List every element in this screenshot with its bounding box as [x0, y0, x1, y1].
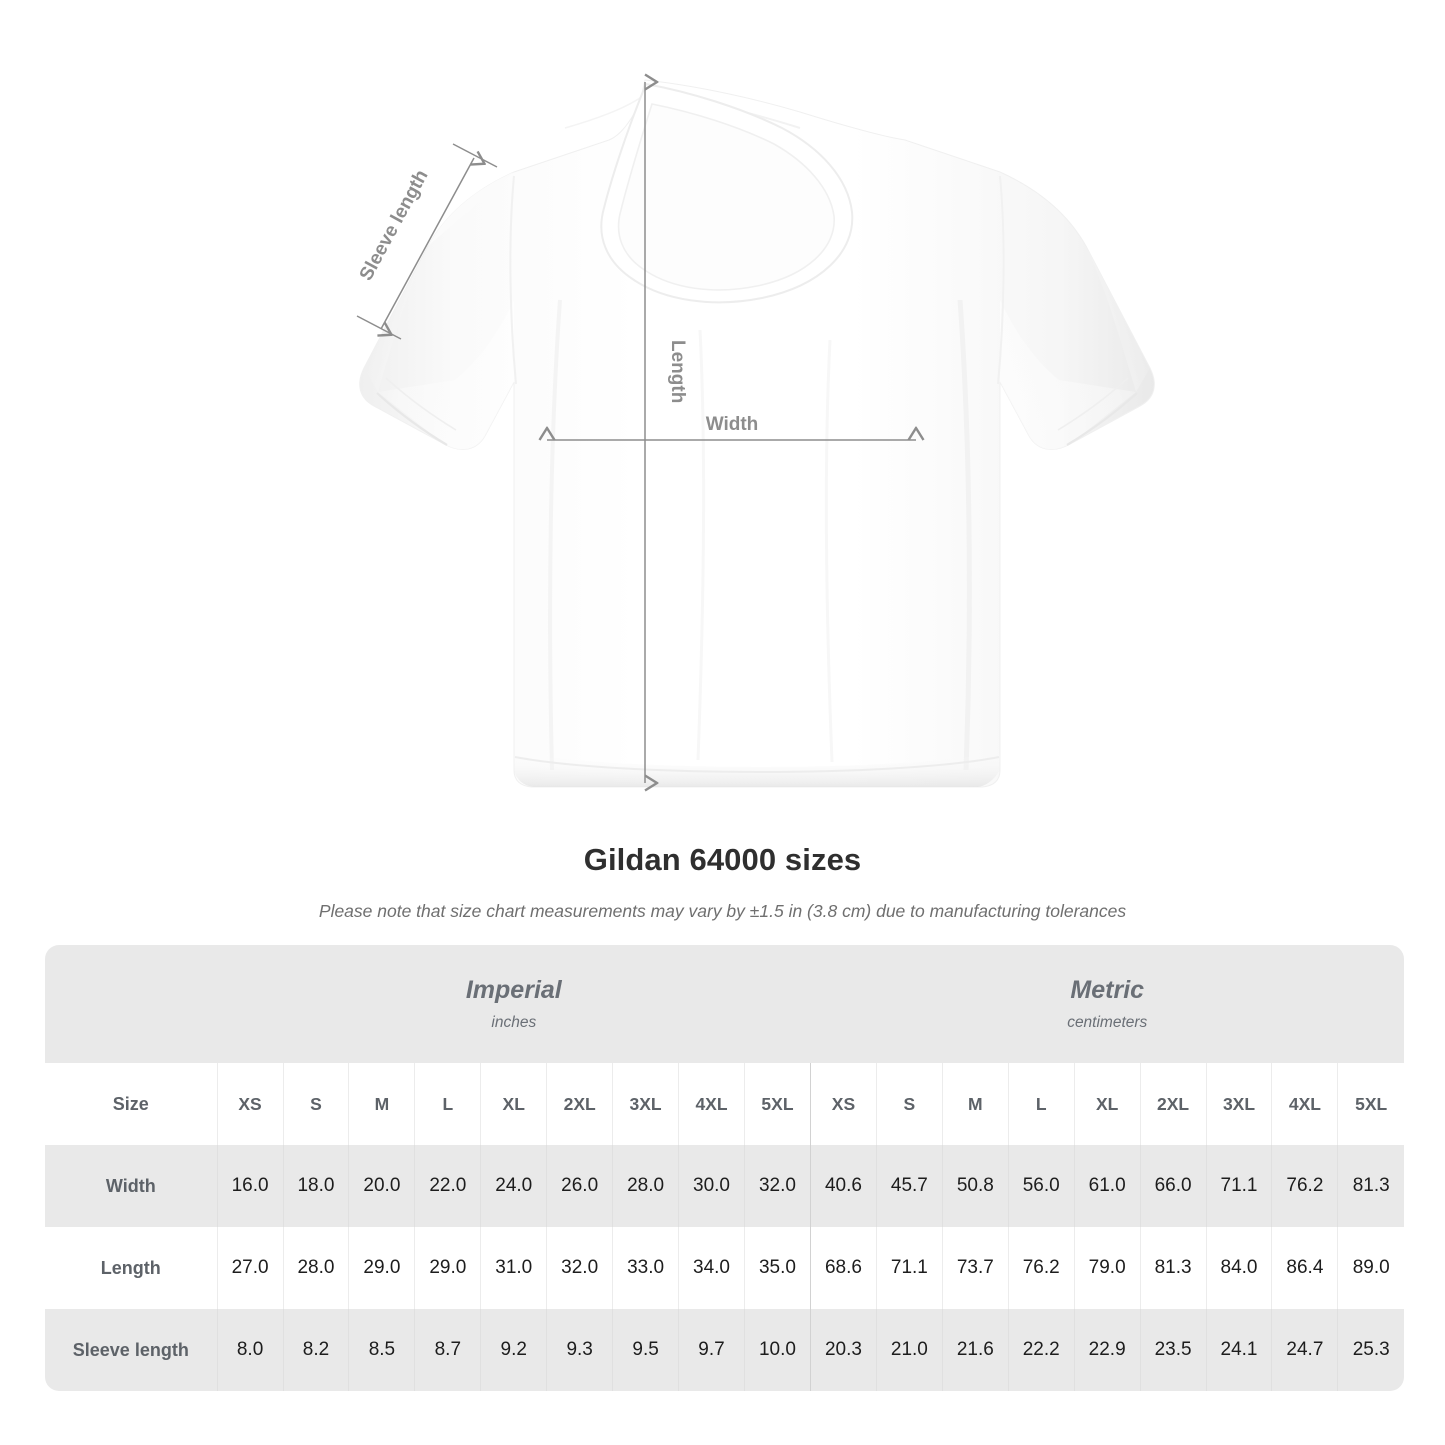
cell-length-imperial-l: 29.0 — [414, 1227, 481, 1309]
size-header-imperial-xl: XL — [480, 1063, 547, 1145]
cell-sleeve-length-metric-s: 21.0 — [875, 1309, 943, 1391]
cell-length-metric-xl: 79.0 — [1073, 1227, 1141, 1309]
metric-unit-header-sub: centimeters — [1067, 1014, 1148, 1031]
size-header-metric-5xl: 5XL — [1337, 1063, 1404, 1145]
cell-width-metric-l: 56.0 — [1007, 1145, 1075, 1227]
cell-width-metric-s: 45.7 — [875, 1145, 943, 1227]
tshirt-diagram: Length Width Sleeve length — [356, 0, 1155, 830]
size-chart-table: Imperial inches Metric centimeters Size XS S M L… — [45, 945, 1404, 1391]
table-row: Length 27.0 28.0 29.0 29.0 31.0 32.0 33.0 34.0 35… — [45, 1227, 1404, 1309]
cell-sleeve-length-metric-3xl: 24.1 — [1205, 1309, 1272, 1391]
size-header-imperial-m: M — [348, 1063, 415, 1145]
cell-sleeve-length-imperial-2xl: 9.3 — [546, 1309, 613, 1391]
cell-sleeve-length-imperial-m: 8.5 — [348, 1309, 415, 1391]
cell-length-metric-l: 76.2 — [1007, 1227, 1075, 1309]
imperial-unit-header-sub: inches — [491, 1014, 537, 1031]
size-header-metric-xs: XS — [810, 1063, 877, 1145]
cell-sleeve-length-metric-l: 22.2 — [1007, 1309, 1075, 1391]
cell-sleeve-length-metric-xs: 20.3 — [810, 1309, 877, 1391]
cell-width-imperial-2xl: 26.0 — [546, 1145, 613, 1227]
cell-length-metric-2xl: 81.3 — [1139, 1227, 1207, 1309]
cell-length-imperial-s: 28.0 — [282, 1227, 349, 1309]
row-label-length: Length — [45, 1227, 218, 1309]
cell-sleeve-length-metric-xl: 22.9 — [1073, 1309, 1141, 1391]
size-header-imperial-3xl: 3XL — [612, 1063, 679, 1145]
metric-unit-header: Metric centimeters — [810, 945, 1404, 1063]
size-header-imperial-xs: XS — [216, 1063, 284, 1145]
cell-length-imperial-3xl: 33.0 — [612, 1227, 679, 1309]
cell-length-imperial-2xl: 32.0 — [546, 1227, 613, 1309]
cell-width-imperial-4xl: 30.0 — [678, 1145, 745, 1227]
size-header-metric-l: L — [1007, 1063, 1075, 1145]
cell-width-metric-2xl: 66.0 — [1139, 1145, 1207, 1227]
cell-length-metric-3xl: 84.0 — [1205, 1227, 1272, 1309]
imperial-unit-header: Imperial inches — [217, 945, 811, 1063]
width-dimension: Width — [547, 414, 916, 441]
cell-sleeve-length-imperial-xl: 9.2 — [480, 1309, 547, 1391]
cell-sleeve-length-metric-4xl: 24.7 — [1271, 1309, 1338, 1391]
size-header-imperial-5xl: 5XL — [743, 1063, 811, 1145]
cell-width-metric-xl: 61.0 — [1073, 1145, 1141, 1227]
sizes-table: Imperial inches Metric centimeters Size XS S M L… — [45, 945, 1404, 1391]
cell-length-imperial-m: 29.0 — [348, 1227, 415, 1309]
cell-width-metric-xs: 40.6 — [810, 1145, 877, 1227]
cell-width-metric-m: 50.8 — [941, 1145, 1009, 1227]
cell-width-metric-3xl: 71.1 — [1205, 1145, 1272, 1227]
unit-banner-row: Imperial inches Metric centimeters — [45, 945, 1404, 1063]
cell-length-metric-s: 71.1 — [875, 1227, 943, 1309]
cell-sleeve-length-imperial-3xl: 9.5 — [612, 1309, 679, 1391]
size-header-imperial-4xl: 4XL — [678, 1063, 745, 1145]
size-header-metric-4xl: 4XL — [1271, 1063, 1338, 1145]
size-header-metric-3xl: 3XL — [1205, 1063, 1272, 1145]
size-header-imperial-s: S — [282, 1063, 349, 1145]
cell-sleeve-length-imperial-s: 8.2 — [282, 1309, 349, 1391]
cell-length-imperial-xl: 31.0 — [480, 1227, 547, 1309]
metric-unit-header-name: Metric — [1070, 976, 1145, 1004]
cell-width-imperial-l: 22.0 — [414, 1145, 481, 1227]
size-header-label: Size — [45, 1063, 218, 1145]
cell-sleeve-length-imperial-5xl: 10.0 — [743, 1309, 811, 1391]
page-title: Gildan 64000 sizes — [583, 842, 862, 877]
title-block: Gildan 64000 sizes Please note that size… — [0, 840, 1445, 922]
cell-length-imperial-5xl: 35.0 — [743, 1227, 811, 1309]
cell-length-imperial-xs: 27.0 — [216, 1227, 284, 1309]
cell-width-imperial-xs: 16.0 — [216, 1145, 284, 1227]
tshirt-svg: Length Width Sleeve length — [356, 0, 1155, 830]
row-label-sleeve-length: Sleeve length — [45, 1309, 218, 1391]
cell-width-imperial-3xl: 28.0 — [612, 1145, 679, 1227]
imperial-unit-header-name: Imperial — [465, 976, 562, 1004]
size-header-metric-s: S — [875, 1063, 943, 1145]
row-label-width: Width — [45, 1145, 218, 1227]
size-header-imperial-l: L — [414, 1063, 481, 1145]
size-header-metric-m: M — [941, 1063, 1009, 1145]
table-row: Width 16.0 18.0 20.0 22.0 24.0 26.0 28.0 30.0 32.… — [45, 1145, 1404, 1227]
cell-sleeve-length-imperial-l: 8.7 — [414, 1309, 481, 1391]
cell-length-imperial-4xl: 34.0 — [678, 1227, 745, 1309]
cell-width-metric-4xl: 76.2 — [1271, 1145, 1338, 1227]
tolerance-note: Please note that size chart measurements… — [318, 901, 1127, 921]
cell-sleeve-length-metric-m: 21.6 — [941, 1309, 1009, 1391]
cell-sleeve-length-metric-2xl: 23.5 — [1139, 1309, 1207, 1391]
width-label: Width — [706, 414, 759, 435]
cell-sleeve-length-imperial-4xl: 9.7 — [678, 1309, 745, 1391]
length-label: Length — [667, 340, 688, 403]
cell-sleeve-length-imperial-xs: 8.0 — [216, 1309, 284, 1391]
cell-length-metric-4xl: 86.4 — [1271, 1227, 1338, 1309]
cell-width-imperial-5xl: 32.0 — [743, 1145, 811, 1227]
cell-width-metric-5xl: 81.3 — [1337, 1145, 1404, 1227]
size-header-metric-xl: XL — [1073, 1063, 1141, 1145]
banner-spacer — [45, 945, 218, 1063]
size-header-row: Size XS S M L XL 2XL 3XL 4XL 5XL XS S M L XL 2XL 3XL 4XL 5… — [45, 1063, 1404, 1145]
cell-length-metric-m: 73.7 — [941, 1227, 1009, 1309]
size-header-metric-2xl: 2XL — [1139, 1063, 1207, 1145]
cell-width-imperial-m: 20.0 — [348, 1145, 415, 1227]
cell-length-metric-xs: 68.6 — [810, 1227, 877, 1309]
cell-length-metric-5xl: 89.0 — [1337, 1227, 1404, 1309]
size-header-imperial-2xl: 2XL — [546, 1063, 613, 1145]
cell-width-imperial-xl: 24.0 — [480, 1145, 547, 1227]
table-row: Sleeve length 8.0 8.2 8.5 8.7 9.2 9.3 9.5 9.7 10.… — [45, 1309, 1404, 1391]
cell-sleeve-length-metric-5xl: 25.3 — [1337, 1309, 1404, 1391]
cell-width-imperial-s: 18.0 — [282, 1145, 349, 1227]
